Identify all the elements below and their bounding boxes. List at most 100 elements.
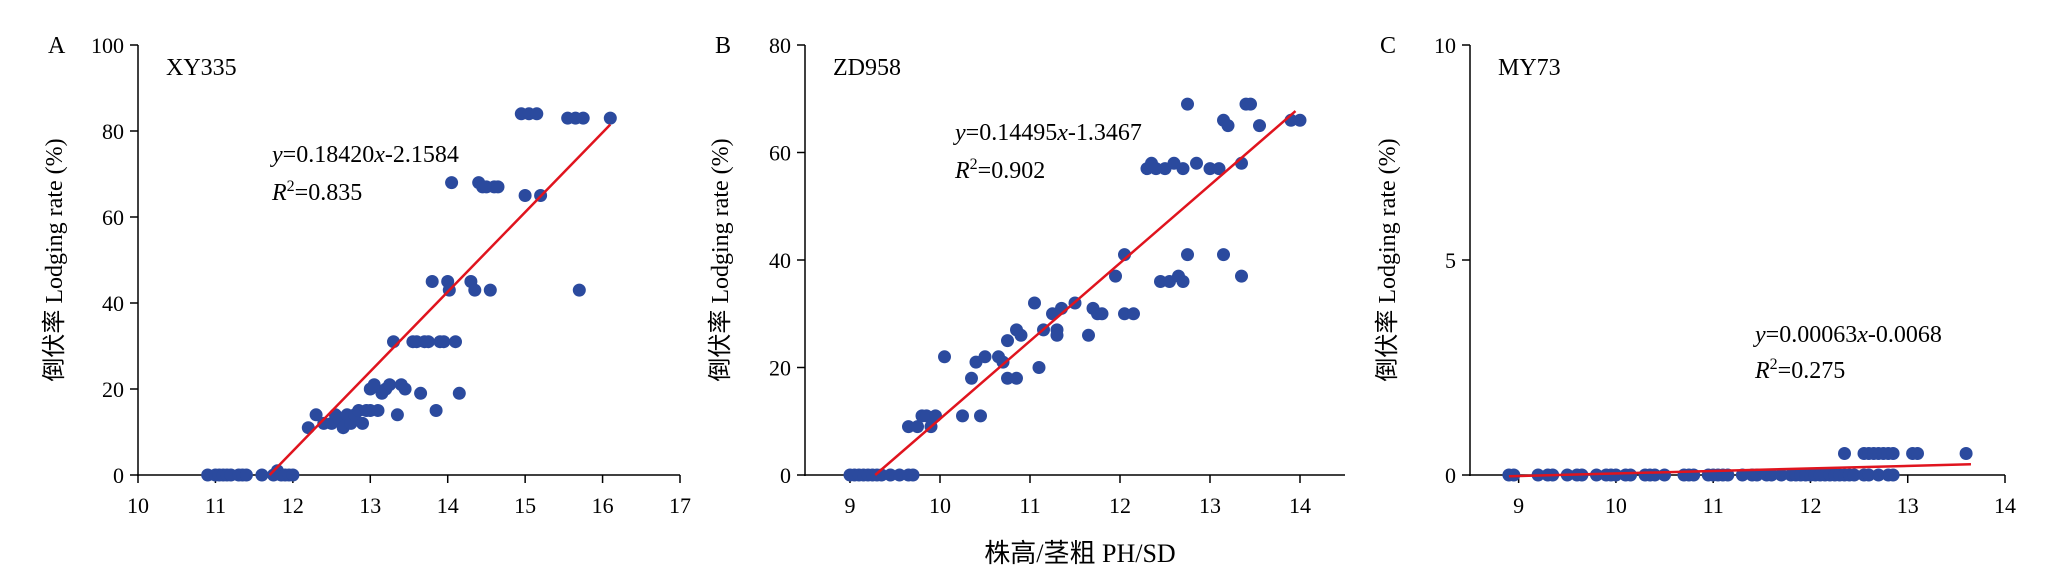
x-tick-label: 12 <box>1799 493 1821 518</box>
data-point <box>956 409 969 423</box>
data-point <box>893 468 906 482</box>
data-point <box>1253 119 1266 133</box>
y-tick-label: 0 <box>1445 463 1456 488</box>
data-point <box>1862 468 1876 482</box>
x-tick-label: 13 <box>359 493 381 518</box>
x-tick-label: 10 <box>127 493 149 518</box>
r2-symbol: R <box>1754 358 1770 384</box>
data-point <box>356 416 369 430</box>
data-point <box>1624 468 1637 482</box>
data-point <box>1886 447 1900 460</box>
r-squared: R2=0.835 <box>271 178 362 206</box>
data-point <box>1838 447 1851 460</box>
r2-superscript: 2 <box>287 178 295 195</box>
series-name: MY73 <box>1498 55 1561 81</box>
data-point <box>1886 468 1900 482</box>
x-tick-label: 9 <box>845 493 856 518</box>
data-point <box>1959 447 1973 460</box>
data-point <box>1176 162 1190 176</box>
y-tick-label: 20 <box>769 356 791 381</box>
regression-line <box>1508 463 1971 478</box>
eq-y-var: y <box>953 120 966 146</box>
data-point <box>1609 468 1623 482</box>
eq-intercept: -0.0068 <box>1868 322 1942 348</box>
x-tick-label: 11 <box>1703 493 1724 518</box>
data-point <box>603 111 617 125</box>
x-tick-label: 10 <box>1605 493 1627 518</box>
data-point <box>1050 328 1064 342</box>
data-point <box>1244 97 1257 111</box>
data-point <box>1028 296 1041 310</box>
eq-y-var: y <box>270 142 283 168</box>
eq-intercept: -2.1584 <box>385 142 459 168</box>
x-tick-label: 12 <box>1109 493 1131 518</box>
r2-value: =0.835 <box>295 180 363 206</box>
panel-label: B <box>715 33 731 59</box>
data-point <box>1010 371 1023 385</box>
y-tick-label: 100 <box>91 33 124 58</box>
r2-symbol: R <box>271 180 287 206</box>
data-point <box>1095 307 1109 321</box>
data-point <box>309 408 323 422</box>
data-point <box>367 378 381 392</box>
data-point <box>421 335 435 349</box>
series-name: XY335 <box>166 55 237 81</box>
data-point <box>445 176 459 190</box>
y-tick-label: 10 <box>1434 33 1456 58</box>
data-point <box>1109 269 1122 283</box>
eq-coef: =0.14495 <box>966 120 1058 146</box>
common-x-axis-label: 株高/茎粗 PH/SD <box>984 539 1175 568</box>
r-squared: R2=0.902 <box>954 156 1045 184</box>
data-point <box>1221 119 1235 133</box>
data-point <box>414 386 428 400</box>
data-point <box>920 409 933 423</box>
x-tick-label: 17 <box>669 493 691 518</box>
panel-label: C <box>1380 33 1396 59</box>
data-point <box>1032 361 1046 374</box>
data-point <box>1001 334 1014 348</box>
x-tick-label: 15 <box>514 493 536 518</box>
data-point <box>1765 468 1778 482</box>
x-tick-label: 12 <box>282 493 304 518</box>
y-tick-label: 60 <box>769 141 791 166</box>
eq-coef: =0.18420 <box>283 142 375 168</box>
data-point <box>383 378 397 392</box>
data-point <box>390 408 404 422</box>
data-point <box>576 111 590 125</box>
data-point <box>978 350 992 364</box>
data-point <box>452 386 466 400</box>
data-point <box>1190 156 1203 170</box>
x-tick-label: 14 <box>1289 493 1311 518</box>
data-point <box>1154 275 1167 288</box>
y-tick-label: 80 <box>102 119 124 144</box>
data-points <box>201 107 617 482</box>
y-tick-label: 60 <box>102 205 124 230</box>
panel-b: 0 20 40 60 80 9 10 11 12 13 14 倒伏率 Lodging rate (%)… <box>707 33 1345 518</box>
data-point <box>239 468 253 482</box>
y-axis-label: 倒伏率 Lodging rate (%) <box>1374 138 1401 381</box>
y-axis-label: 倒伏率 Lodging rate (%) <box>41 138 68 381</box>
regression-line <box>874 110 1297 476</box>
data-point <box>1181 97 1194 111</box>
eq-x-var: x <box>373 142 385 168</box>
data-points <box>843 97 1307 482</box>
data-point <box>468 283 482 297</box>
data-point <box>1181 248 1194 262</box>
regression-equation: y=0.18420x-2.1584 <box>270 142 459 168</box>
eq-x-var: x <box>1056 120 1068 146</box>
data-point <box>938 350 951 364</box>
data-point <box>1847 468 1861 482</box>
eq-x-var: x <box>1856 322 1868 348</box>
x-tick-label: 14 <box>437 493 459 518</box>
series-name: ZD958 <box>833 55 901 81</box>
data-point <box>1212 162 1226 176</box>
data-point <box>491 180 505 194</box>
data-point <box>1235 269 1248 283</box>
data-point <box>1217 248 1230 262</box>
data-point <box>530 107 544 121</box>
y-tick-label: 0 <box>780 463 791 488</box>
data-point <box>965 371 978 385</box>
eq-intercept: -1.3467 <box>1068 120 1142 146</box>
regression-equation: y=0.14495x-1.3467 <box>953 120 1142 146</box>
